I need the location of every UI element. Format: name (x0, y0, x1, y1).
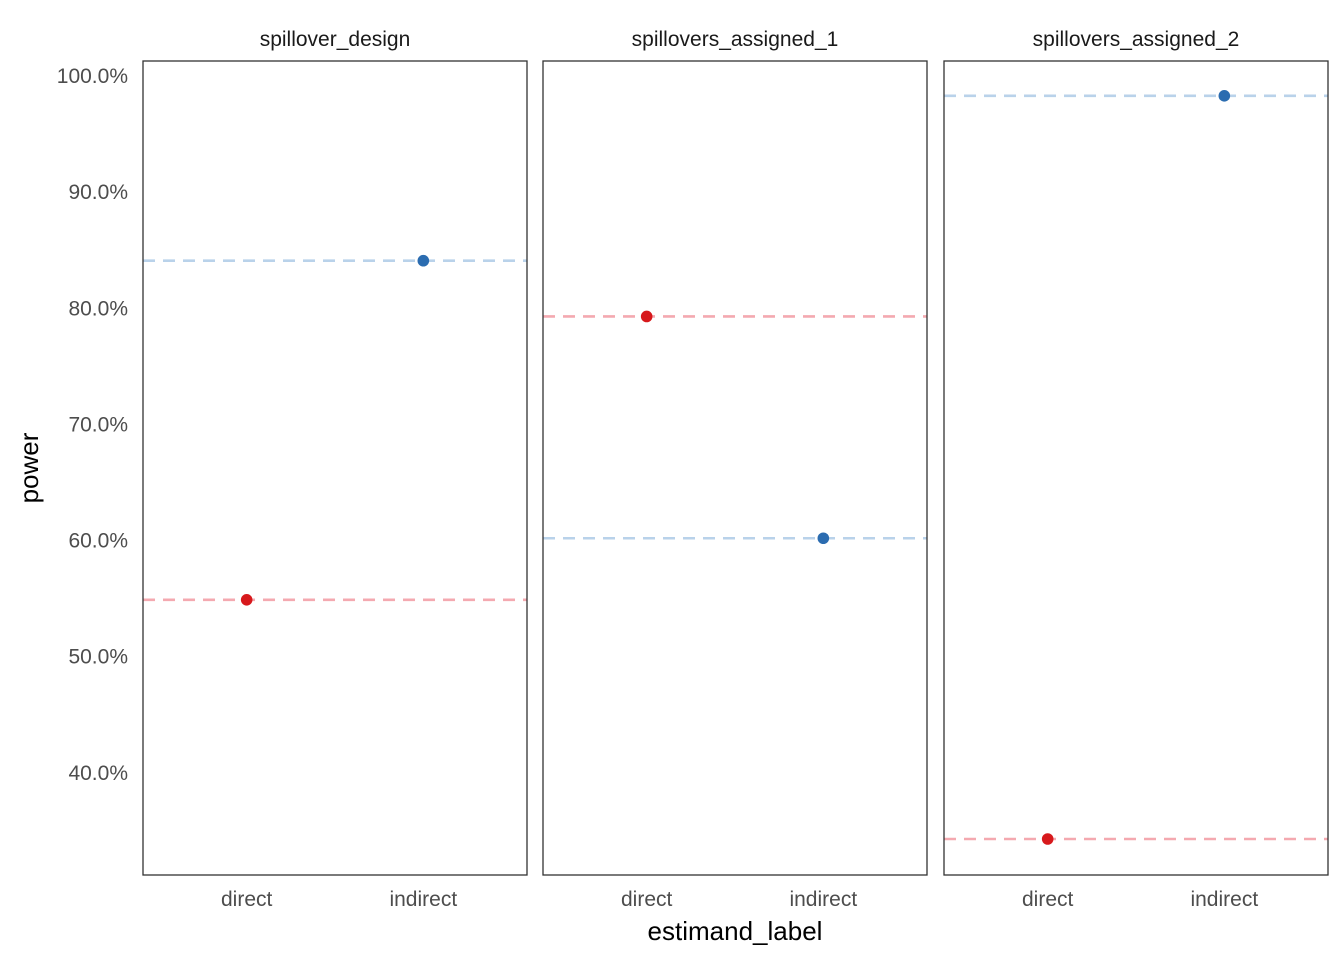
x-tick-label: indirect (789, 888, 857, 911)
x-tick-label: direct (221, 888, 273, 911)
y-tick-label: 70.0% (68, 413, 128, 436)
panel-border (142, 60, 528, 876)
panel-border (542, 60, 928, 876)
y-axis: 40.0% 50.0% 60.0% 70.0% 80.0% 90.0% 100.0% (57, 65, 128, 785)
x-tick-label: direct (1022, 888, 1074, 911)
y-axis-title: power (14, 432, 44, 503)
data-point (417, 254, 430, 267)
data-point (240, 593, 253, 606)
y-tick-label: 100.0% (57, 65, 128, 88)
data-point (1041, 833, 1054, 845)
y-tick-label: 50.0% (68, 646, 128, 669)
data-point (1218, 90, 1231, 102)
x-tick-label: direct (621, 888, 673, 911)
panel-border (943, 60, 1329, 876)
x-axis-title: estimand_label (648, 916, 823, 946)
y-tick-label: 40.0% (68, 762, 128, 785)
y-tick-label: 60.0% (68, 530, 128, 553)
facet-strip-label: spillovers_assigned_1 (632, 28, 839, 51)
facet-strip-label: spillover_design (260, 28, 411, 51)
data-point (640, 310, 653, 323)
x-tick-label: indirect (389, 888, 457, 911)
y-tick-label: 80.0% (68, 297, 128, 320)
data-point (817, 532, 830, 545)
x-tick-label: indirect (1190, 888, 1258, 911)
y-tick-label: 90.0% (68, 181, 128, 204)
facet-strip-label: spillovers_assigned_2 (1033, 28, 1240, 51)
